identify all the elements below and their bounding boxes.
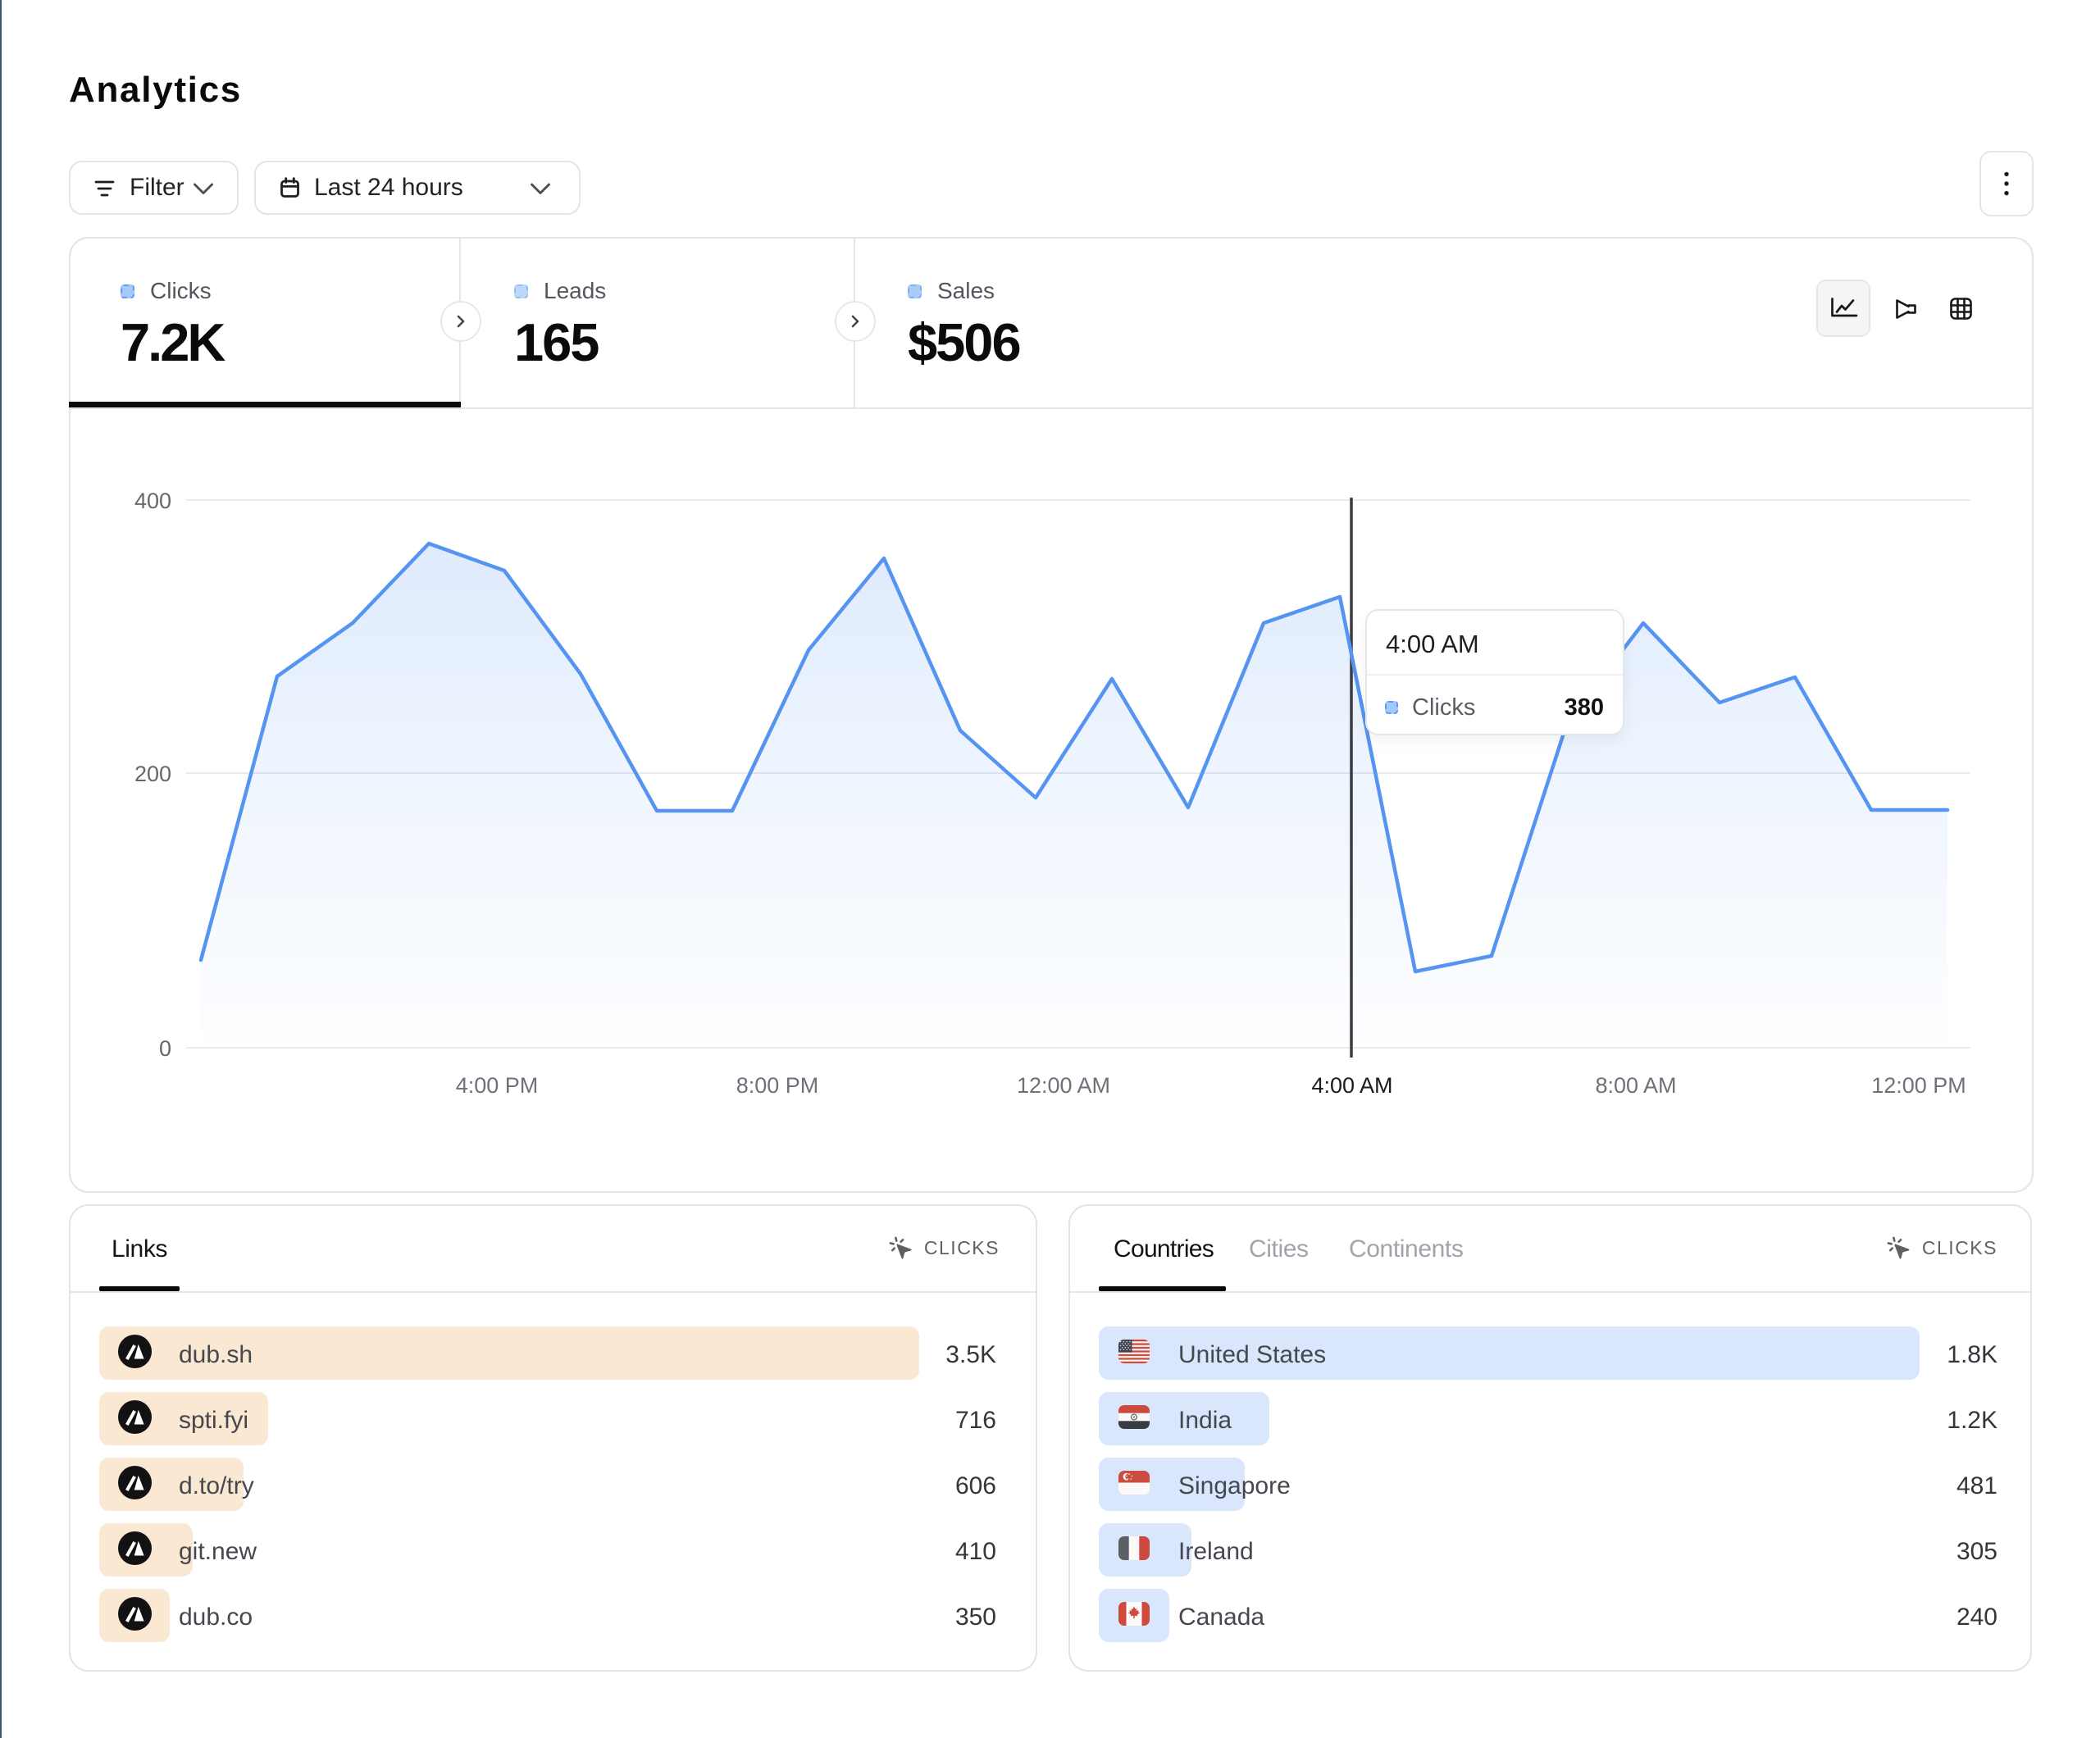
svg-text:200: 200: [134, 762, 171, 786]
svg-text:0: 0: [159, 1036, 171, 1061]
svg-text:8:00 PM: 8:00 PM: [736, 1073, 819, 1098]
svg-text:4:00 PM: 4:00 PM: [456, 1073, 539, 1098]
svg-text:4:00 AM: 4:00 AM: [1311, 1073, 1392, 1098]
svg-text:12:00 AM: 12:00 AM: [1017, 1073, 1110, 1098]
svg-text:8:00 AM: 8:00 AM: [1595, 1073, 1676, 1098]
svg-text:12:00 PM: 12:00 PM: [1871, 1073, 1966, 1098]
svg-text:400: 400: [134, 489, 171, 513]
